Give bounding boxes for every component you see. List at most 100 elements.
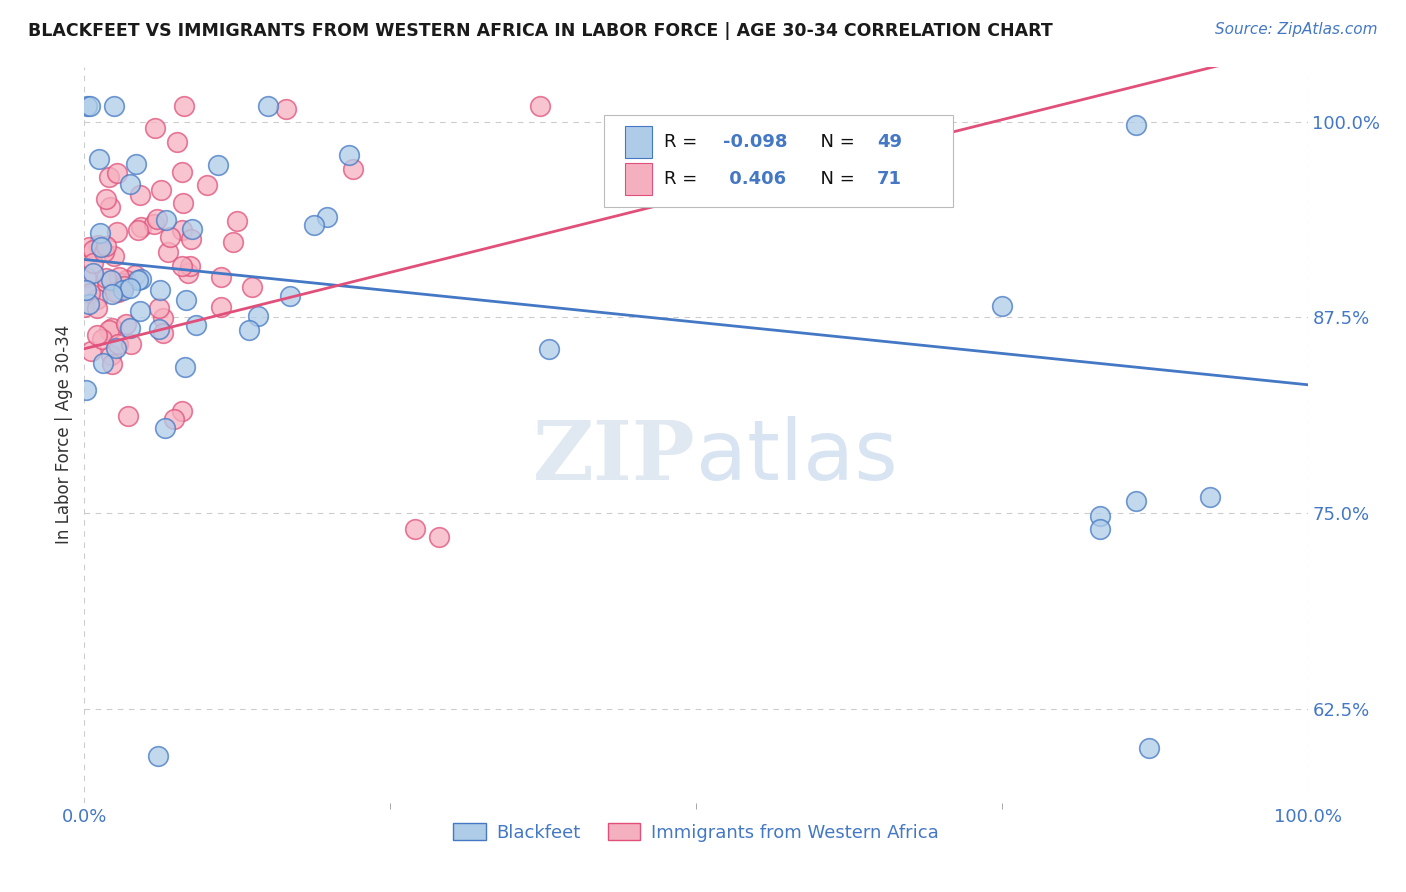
Point — [129, 303, 152, 318]
Point — [186, 318, 208, 332]
Point — [129, 188, 152, 202]
Point — [75, 283, 97, 297]
Point — [107, 337, 129, 351]
Point — [172, 165, 194, 179]
Point — [529, 99, 551, 113]
Point — [538, 827, 561, 841]
Point — [108, 270, 131, 285]
Point — [129, 219, 152, 234]
Point — [538, 342, 561, 356]
Point — [86, 292, 108, 306]
Point — [86, 328, 108, 343]
Point — [101, 358, 124, 372]
Point — [1198, 491, 1220, 505]
Point — [112, 279, 135, 293]
Point — [155, 213, 177, 227]
Point — [404, 522, 426, 536]
Point — [97, 323, 120, 337]
Point — [148, 322, 170, 336]
Text: -0.098: -0.098 — [723, 133, 787, 151]
Point — [101, 320, 124, 334]
Text: 71: 71 — [877, 170, 903, 188]
Text: N =: N = — [808, 133, 860, 151]
Point — [146, 748, 169, 763]
Point — [124, 268, 146, 282]
Point — [104, 285, 127, 300]
Point — [181, 222, 204, 236]
Point — [94, 239, 117, 253]
Point — [75, 269, 97, 284]
Point — [179, 259, 201, 273]
Point — [209, 270, 232, 285]
Point — [342, 161, 364, 176]
Point — [1125, 118, 1147, 132]
Point — [120, 336, 142, 351]
Point — [75, 383, 97, 397]
Point — [80, 343, 103, 358]
Point — [117, 409, 139, 423]
Point — [170, 404, 193, 418]
Point — [93, 244, 115, 259]
Point — [226, 214, 249, 228]
Point — [274, 103, 297, 117]
Point — [91, 356, 114, 370]
Point — [79, 99, 101, 113]
Point — [1125, 493, 1147, 508]
Point — [82, 256, 104, 270]
Point — [1088, 509, 1111, 524]
Point — [105, 225, 128, 239]
Point — [146, 212, 169, 227]
Text: 49: 49 — [877, 133, 903, 151]
Point — [143, 218, 166, 232]
Point — [96, 277, 118, 291]
Point — [118, 281, 141, 295]
Text: BLACKFEET VS IMMIGRANTS FROM WESTERN AFRICA IN LABOR FORCE | AGE 30-34 CORRELATI: BLACKFEET VS IMMIGRANTS FROM WESTERN AFR… — [28, 22, 1053, 40]
Point — [174, 293, 197, 307]
Point — [115, 272, 138, 286]
Point — [73, 300, 96, 314]
Point — [163, 411, 186, 425]
Point — [1088, 522, 1111, 536]
Legend: Blackfeet, Immigrants from Western Africa: Blackfeet, Immigrants from Western Afric… — [446, 816, 946, 849]
Point — [103, 99, 125, 113]
Point — [173, 99, 195, 113]
Point — [278, 289, 301, 303]
Point — [149, 183, 172, 197]
Y-axis label: In Labor Force | Age 30-34: In Labor Force | Age 30-34 — [55, 326, 73, 544]
Point — [107, 285, 129, 300]
Point — [87, 152, 110, 166]
Point — [105, 166, 128, 180]
Point — [112, 284, 135, 298]
Point — [91, 332, 114, 346]
Point — [153, 421, 176, 435]
Point — [97, 169, 120, 184]
Point — [89, 226, 111, 240]
Point — [115, 317, 138, 331]
Point — [112, 276, 135, 290]
Point — [143, 121, 166, 136]
Point — [159, 230, 181, 244]
Point — [127, 273, 149, 287]
Point — [222, 235, 245, 249]
Point — [427, 530, 450, 544]
Point — [157, 245, 180, 260]
Point — [172, 259, 194, 273]
Point — [991, 300, 1014, 314]
Text: ZIP: ZIP — [533, 417, 696, 497]
Point — [101, 287, 124, 301]
Point — [148, 301, 170, 315]
Point — [131, 272, 153, 286]
Point — [337, 148, 360, 162]
Point — [256, 99, 278, 113]
Point — [149, 283, 172, 297]
Text: R =: R = — [664, 133, 703, 151]
Point — [86, 301, 108, 315]
Point — [120, 321, 142, 335]
Point — [246, 309, 269, 323]
Point — [207, 158, 229, 172]
Point — [240, 279, 263, 293]
Point — [100, 273, 122, 287]
Point — [166, 135, 188, 149]
Text: atlas: atlas — [696, 417, 897, 498]
Point — [94, 271, 117, 285]
